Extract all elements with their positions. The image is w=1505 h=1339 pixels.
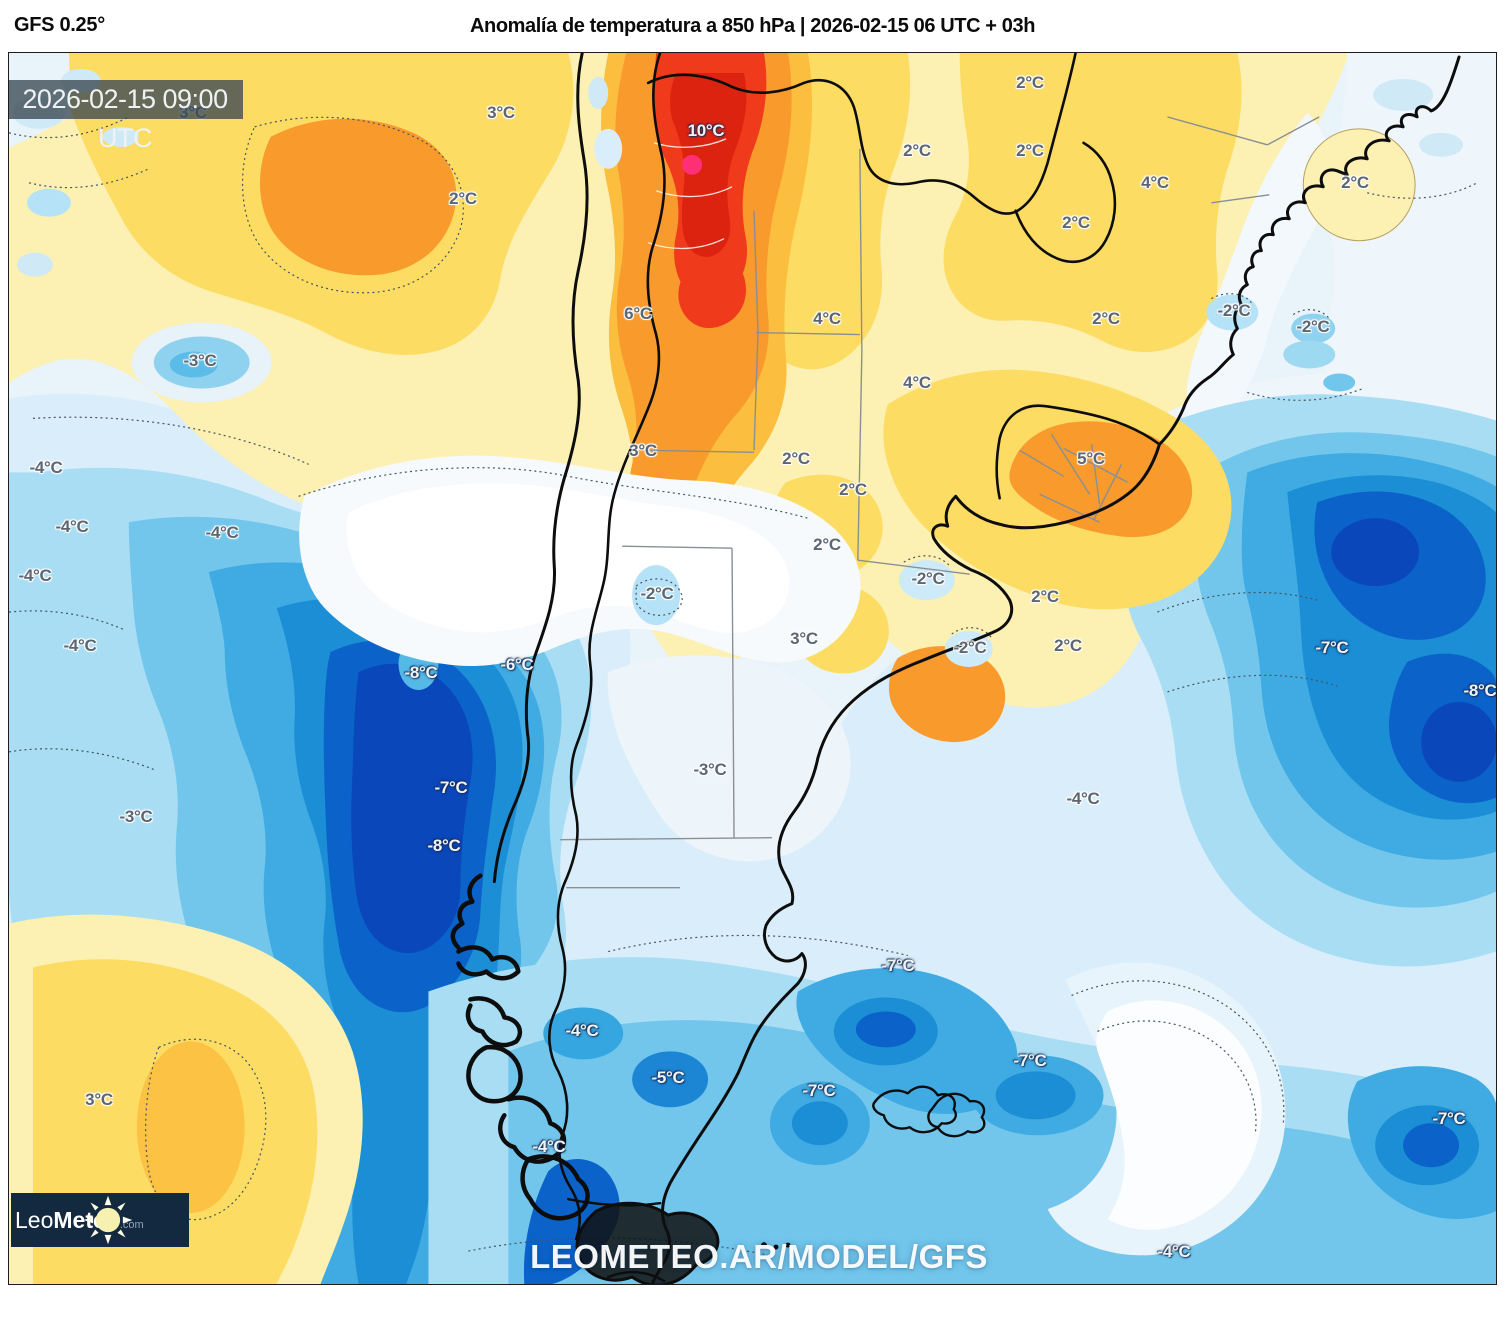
- argentina-chile-border: [548, 53, 666, 1241]
- header-bar: GFS 0.25° Anomalía de temperatura a 850 …: [0, 0, 1505, 52]
- southeast-pale-crescent: [1047, 962, 1286, 1256]
- fjords-archipelago: [450, 873, 590, 1221]
- leometeo-logo: LeoMeteo.com: [11, 1193, 189, 1247]
- chile-coastline: [492, 53, 589, 884]
- brazil-coastline: [1157, 55, 1461, 446]
- province-borders: [560, 116, 1320, 889]
- atlantic-coastline: [650, 442, 1161, 1284]
- watermark-text: LEOMETEO.AR/MODEL/GFS: [530, 1238, 988, 1275]
- sun-icon: [83, 1195, 133, 1245]
- tierra-del-fuego: [575, 1201, 720, 1284]
- misiones-border: [1014, 141, 1117, 264]
- uruguay-river-border: [995, 404, 1161, 500]
- page-title: Anomalía de temperatura a 850 hPa | 2026…: [469, 15, 1036, 37]
- falkland-islands: [872, 1085, 986, 1138]
- timestamp-overlay: 2026-02-15 09:00 UTC: [9, 80, 243, 153]
- anomaly-map-graphic: [9, 53, 1496, 1284]
- model-label: GFS 0.25°: [14, 14, 105, 36]
- neutral-anomaly-zone: [299, 369, 1232, 862]
- coastlines-and-borders: [450, 53, 1461, 1284]
- northern-country-border: [646, 53, 1077, 215]
- map-canvas: 3°C3°C10°C2°C6°C-3°C2°C2°C2°C4°C2°C2°C4°…: [8, 52, 1497, 1285]
- footer-bar: -9.30 °C -32-24-16-808162432 10.30 °C ZI…: [0, 1285, 1505, 1339]
